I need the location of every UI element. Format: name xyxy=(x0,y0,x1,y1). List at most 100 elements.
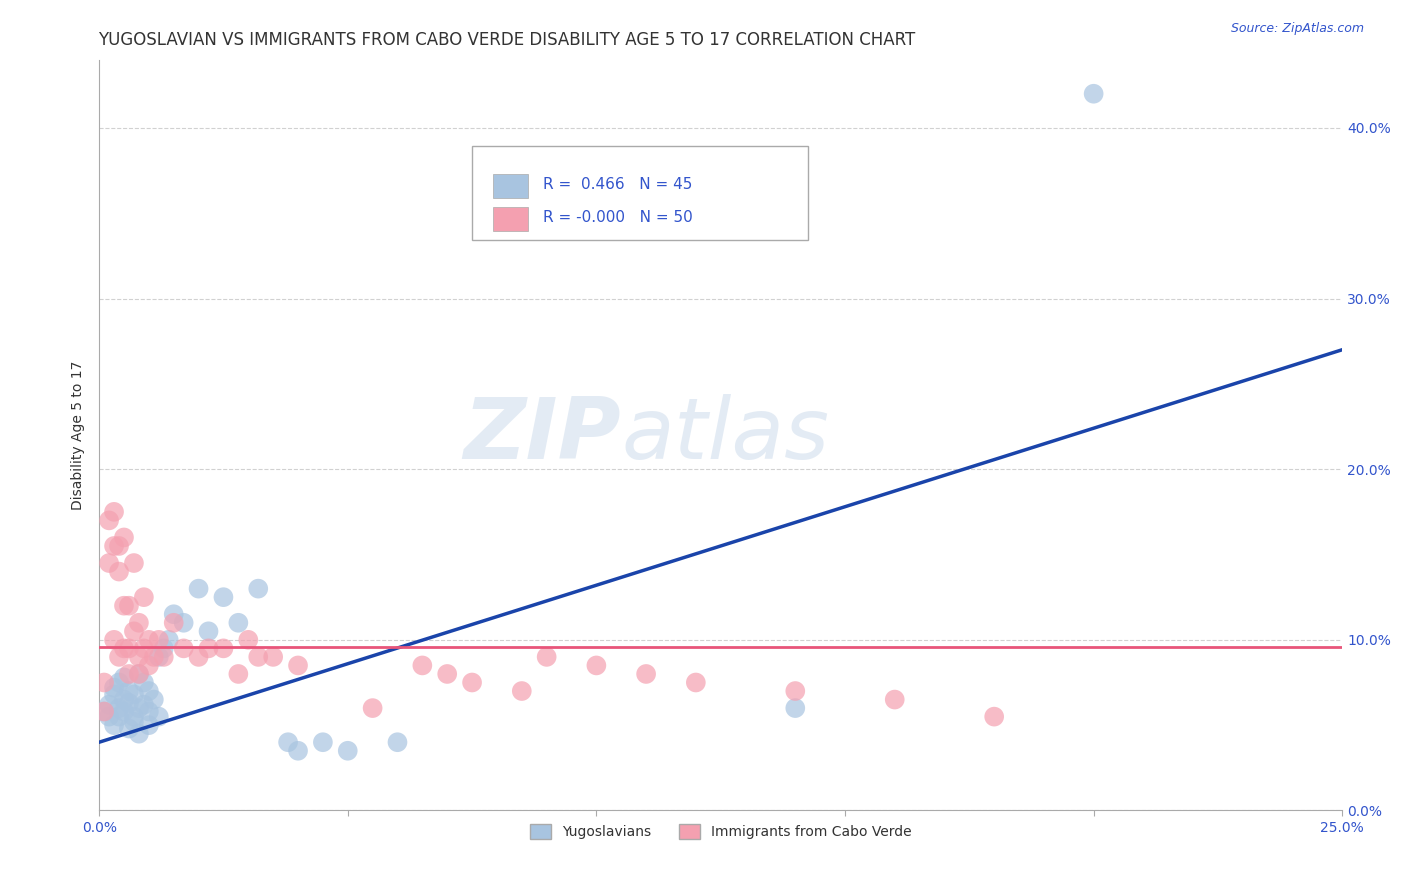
Point xyxy=(122,709,145,723)
Point xyxy=(128,615,150,630)
Point xyxy=(785,701,807,715)
Point xyxy=(112,670,135,684)
Point xyxy=(93,705,115,719)
Point xyxy=(132,590,155,604)
Point xyxy=(510,684,533,698)
Point xyxy=(336,744,359,758)
Point xyxy=(238,632,260,647)
Point xyxy=(98,513,121,527)
Point xyxy=(536,649,558,664)
Point xyxy=(112,531,135,545)
Point xyxy=(785,684,807,698)
Point xyxy=(132,698,155,712)
Point xyxy=(132,641,155,656)
Text: R = -0.000   N = 50: R = -0.000 N = 50 xyxy=(543,210,693,225)
Point xyxy=(128,727,150,741)
Point xyxy=(118,667,141,681)
Point xyxy=(152,641,174,656)
Point xyxy=(98,556,121,570)
Point xyxy=(118,599,141,613)
Point xyxy=(312,735,335,749)
Text: R =  0.466   N = 45: R = 0.466 N = 45 xyxy=(543,177,692,192)
Point xyxy=(112,599,135,613)
FancyBboxPatch shape xyxy=(494,174,529,198)
Point xyxy=(93,675,115,690)
Point xyxy=(197,641,219,656)
Point xyxy=(138,684,160,698)
Point xyxy=(112,692,135,706)
Point xyxy=(983,709,1005,723)
Point xyxy=(163,607,186,622)
Point xyxy=(247,582,270,596)
Point xyxy=(411,658,433,673)
Point xyxy=(138,632,160,647)
Point xyxy=(98,709,121,723)
Point xyxy=(112,705,135,719)
Point xyxy=(93,705,115,719)
Point xyxy=(173,615,195,630)
Text: Source: ZipAtlas.com: Source: ZipAtlas.com xyxy=(1230,22,1364,36)
Point xyxy=(148,632,170,647)
Point xyxy=(157,632,180,647)
Point xyxy=(883,692,905,706)
FancyBboxPatch shape xyxy=(494,207,529,231)
Legend: Yugoslavians, Immigrants from Cabo Verde: Yugoslavians, Immigrants from Cabo Verde xyxy=(524,819,917,845)
Point xyxy=(108,565,131,579)
Point xyxy=(142,649,165,664)
Point xyxy=(163,615,186,630)
Point xyxy=(103,632,125,647)
Point xyxy=(212,590,235,604)
Point xyxy=(122,624,145,639)
Point xyxy=(173,641,195,656)
Point xyxy=(103,505,125,519)
Point xyxy=(197,624,219,639)
Point xyxy=(212,641,235,656)
Point xyxy=(103,718,125,732)
Point xyxy=(108,539,131,553)
Point xyxy=(387,735,409,749)
Point xyxy=(247,649,270,664)
Y-axis label: Disability Age 5 to 17: Disability Age 5 to 17 xyxy=(72,360,86,509)
Point xyxy=(148,649,170,664)
Point xyxy=(585,658,607,673)
Point xyxy=(287,744,309,758)
Point xyxy=(262,649,284,664)
Point xyxy=(461,675,484,690)
Point xyxy=(112,641,135,656)
Point xyxy=(138,705,160,719)
Point xyxy=(148,709,170,723)
Point xyxy=(228,615,250,630)
Point xyxy=(122,714,145,729)
Point xyxy=(361,701,384,715)
Point xyxy=(108,649,131,664)
Text: YUGOSLAVIAN VS IMMIGRANTS FROM CABO VERDE DISABILITY AGE 5 TO 17 CORRELATION CHA: YUGOSLAVIAN VS IMMIGRANTS FROM CABO VERD… xyxy=(98,31,915,49)
Point xyxy=(187,582,209,596)
Point xyxy=(118,641,141,656)
Point xyxy=(128,667,150,681)
Text: ZIP: ZIP xyxy=(464,393,621,476)
Point xyxy=(636,667,658,681)
Point xyxy=(122,556,145,570)
Text: atlas: atlas xyxy=(621,393,830,476)
Point xyxy=(118,696,141,710)
Point xyxy=(128,667,150,681)
Point xyxy=(436,667,458,681)
Point xyxy=(132,675,155,690)
Point xyxy=(277,735,299,749)
Point xyxy=(103,688,125,702)
Point xyxy=(108,701,131,715)
Point xyxy=(187,649,209,664)
Point xyxy=(108,709,131,723)
Point xyxy=(142,692,165,706)
Point xyxy=(103,539,125,553)
Point xyxy=(98,698,121,712)
Point xyxy=(685,675,707,690)
Point xyxy=(287,658,309,673)
Point xyxy=(118,722,141,736)
Point xyxy=(228,667,250,681)
Point xyxy=(128,649,150,664)
Point xyxy=(138,718,160,732)
Point xyxy=(122,688,145,702)
FancyBboxPatch shape xyxy=(472,146,807,240)
Point xyxy=(128,701,150,715)
